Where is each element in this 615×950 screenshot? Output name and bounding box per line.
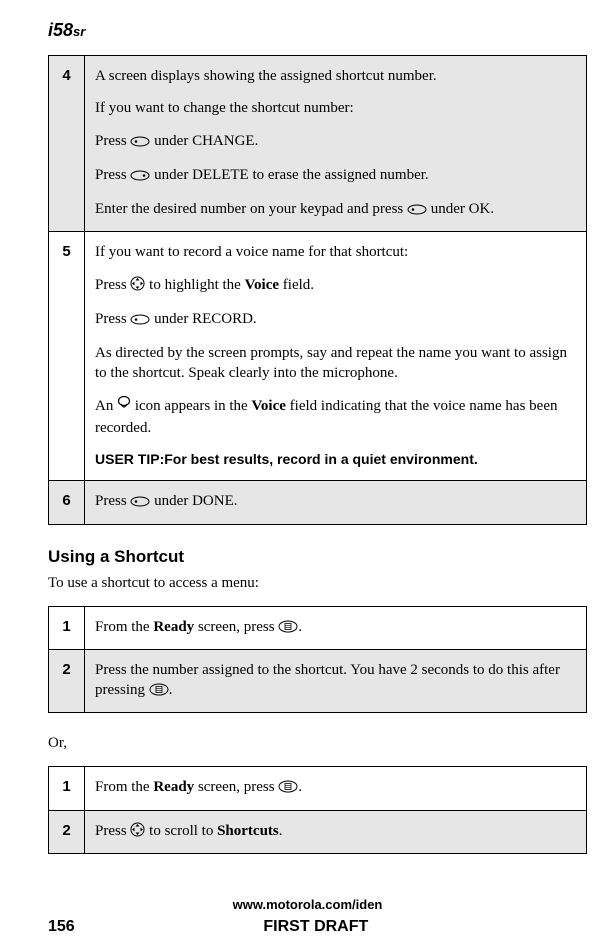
softkey-left-icon: [407, 201, 427, 221]
step-para: Press under DELETE to erase the assigned…: [95, 165, 576, 187]
bold-text: Voice: [245, 277, 279, 293]
table-row: 4 A screen displays showing the assigned …: [49, 56, 587, 232]
user-tip: USER TIP:For best results, record in a q…: [95, 450, 576, 470]
step-para: Press to highlight the Voice field.: [95, 275, 576, 297]
or-text: Or,: [48, 735, 587, 752]
nav-icon: [130, 276, 145, 297]
step-body: From the Ready screen, press .: [85, 767, 587, 810]
step-para: If you want to record a voice name for t…: [95, 242, 576, 262]
step-para: If you want to change the shortcut numbe…: [95, 98, 576, 118]
step-para: From the Ready screen, press .: [95, 777, 576, 799]
step-number: 6: [49, 481, 85, 524]
tip-label: USER TIP:: [95, 451, 164, 467]
steps-table-3: 1 From the Ready screen, press . 2 Press to…: [48, 766, 587, 854]
step-body: Press the number assigned to the shortcu…: [85, 649, 587, 713]
softkey-left-icon: [130, 311, 150, 331]
section-heading: Using a Shortcut: [48, 547, 587, 567]
table-row: 2Press the number assigned to the shortc…: [49, 649, 587, 713]
table-row: 5 If you want to record a voice name for …: [49, 232, 587, 481]
step-para: Press to scroll to Shortcuts.: [95, 821, 576, 843]
steps-table-2: 1 From the Ready screen, press . 2Press th…: [48, 606, 587, 714]
draft-label: FIRST DRAFT: [263, 918, 368, 936]
step-body: Press to scroll to Shortcuts.: [85, 810, 587, 853]
step-para: Press the number assigned to the shortcu…: [95, 660, 576, 703]
step-para: Press under DONE.: [95, 491, 576, 513]
step-number: 2: [49, 810, 85, 853]
bold-text: Ready: [153, 619, 194, 635]
bold-text: Ready: [153, 779, 194, 795]
menu-icon: [278, 779, 298, 799]
step-para: Press under CHANGE.: [95, 131, 576, 153]
menu-icon: [149, 682, 169, 702]
bold-text: Voice: [251, 398, 285, 414]
voice-icon: [117, 396, 131, 418]
step-number: 1: [49, 767, 85, 810]
step-number: 1: [49, 606, 85, 649]
footer-url: www.motorola.com/iden: [0, 897, 615, 912]
step-number: 4: [49, 56, 85, 232]
device-logo: i58sr: [48, 20, 587, 41]
bold-text: Shortcuts: [217, 823, 279, 839]
step-para: A screen displays showing the assigned s…: [95, 66, 576, 86]
table-row: 1 From the Ready screen, press .: [49, 767, 587, 810]
table-row: 1 From the Ready screen, press .: [49, 606, 587, 649]
section-intro: To use a shortcut to access a menu:: [48, 575, 587, 592]
step-body: A screen displays showing the assigned s…: [85, 56, 587, 232]
logo-model: 58: [53, 20, 73, 40]
step-number: 5: [49, 232, 85, 481]
step-number: 2: [49, 649, 85, 713]
step-body: If you want to record a voice name for t…: [85, 232, 587, 481]
table-row: 2 Press to scroll to Shortcuts.: [49, 810, 587, 853]
table-row: 6 Press under DONE.: [49, 481, 587, 524]
step-body: Press under DONE.: [85, 481, 587, 524]
softkey-left-icon: [130, 133, 150, 153]
step-para: An icon appears in the Voice field indic…: [95, 396, 576, 439]
step-para: As directed by the screen prompts, say a…: [95, 343, 576, 384]
softkey-left-icon: [130, 493, 150, 513]
step-para: From the Ready screen, press .: [95, 617, 576, 639]
step-para: Press under RECORD.: [95, 309, 576, 331]
steps-table-1: 4 A screen displays showing the assigned …: [48, 55, 587, 525]
menu-icon: [278, 619, 298, 639]
page-number: 156: [48, 918, 75, 936]
softkey-right-icon: [130, 167, 150, 187]
logo-suffix: sr: [73, 24, 85, 39]
nav-icon: [130, 822, 145, 843]
step-para: Enter the desired number on your keypad …: [95, 199, 576, 221]
tip-text: For best results, record in a quiet envi…: [164, 451, 478, 467]
step-body: From the Ready screen, press .: [85, 606, 587, 649]
page-footer: www.motorola.com/iden 156 FIRST DRAFT: [0, 897, 615, 936]
